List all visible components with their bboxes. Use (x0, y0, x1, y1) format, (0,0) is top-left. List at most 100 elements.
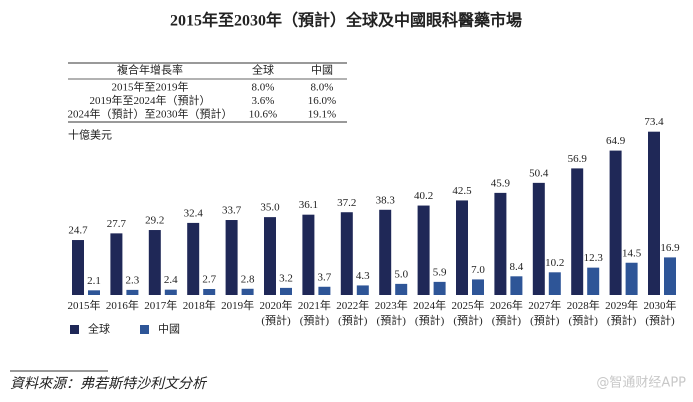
table-cell: 2024年（預計）至2030年（預計） (68, 107, 233, 121)
value-label: 50.4 (529, 167, 549, 179)
bar (88, 290, 100, 295)
unit-label: 十億美元 (68, 128, 112, 142)
x-tick-label: 2025年(預計) (452, 298, 485, 327)
bar (494, 192, 507, 295)
table-header: 全球 (252, 63, 274, 77)
value-label: 16.9 (660, 242, 680, 254)
x-tick-label: 2024年(預計) (413, 298, 446, 327)
value-label: 2.3 (126, 274, 140, 286)
x-tick-label: 2027年(預計) (528, 298, 561, 327)
x-tick-label: 2016年 (106, 298, 139, 312)
value-label: 5.9 (433, 266, 447, 278)
bar (356, 285, 369, 295)
table-cell: 2015年至2019年 (112, 80, 189, 94)
bar (456, 200, 468, 295)
x-tick-label: 2030年(預計) (644, 298, 677, 327)
value-label: 2.4 (164, 274, 178, 286)
bar (340, 212, 353, 295)
value-label: 5.0 (394, 268, 408, 280)
x-tick-label: 2022年(預計) (336, 298, 369, 327)
value-label: 37.2 (337, 197, 356, 209)
value-label: 3.2 (279, 272, 293, 284)
value-label: 14.5 (622, 247, 642, 259)
bar (72, 240, 84, 295)
x-tick-label: 2017年 (144, 298, 177, 312)
table-header: 中國 (311, 64, 333, 77)
table-cell: 19.1% (308, 109, 336, 121)
value-label: 2.1 (87, 275, 101, 287)
table-cell: 2019年至2024年（預計） (90, 93, 211, 107)
value-label: 7.0 (471, 264, 485, 276)
x-tick-label: 2020年(預計) (260, 298, 293, 327)
x-tick-label: 2023年(預計) (375, 298, 408, 327)
bar (110, 233, 123, 295)
value-label: 10.2 (545, 257, 564, 269)
table-cell: 16.0% (308, 95, 336, 107)
source: 資料來源：弗若斯特沙利文分析 (10, 376, 208, 392)
value-label: 64.9 (606, 135, 626, 147)
bar (395, 283, 408, 295)
bar (203, 288, 216, 295)
value-label: 42.5 (452, 185, 472, 197)
value-label: 40.2 (414, 190, 433, 202)
x-tick-label: 2018年 (183, 298, 216, 312)
bar (433, 281, 446, 295)
table-header: 複合年增長率 (117, 63, 183, 77)
value-label: 56.9 (568, 153, 588, 165)
value-label: 24.7 (68, 225, 88, 237)
value-label: 73.4 (644, 116, 664, 128)
x-tick-label: 2026年(預計) (490, 298, 523, 327)
value-label: 32.4 (184, 207, 204, 219)
value-label: 2.8 (241, 273, 255, 285)
value-label: 38.3 (376, 194, 396, 206)
legend-label: 全球 (88, 322, 110, 336)
value-label: 3.7 (318, 271, 332, 283)
bar (318, 286, 331, 295)
bar (302, 214, 315, 295)
bar (126, 289, 139, 295)
x-tick-label: 2028年(預計) (567, 298, 600, 327)
chart-title: 2015年至2030年（預計）全球及中國眼科醫藥市場 (170, 11, 522, 30)
value-label: 12.3 (584, 252, 604, 264)
bar (164, 289, 177, 295)
bar (187, 222, 200, 295)
bar (472, 279, 484, 295)
bar (532, 182, 545, 295)
x-tick-label: 2015年 (68, 298, 101, 312)
x-tick-label: 2029年(預計) (605, 298, 638, 327)
legend-label: 中國 (158, 323, 180, 336)
value-label: 35.0 (260, 202, 280, 214)
bar (609, 150, 622, 295)
value-label: 29.2 (145, 215, 164, 227)
value-label: 2.7 (202, 274, 216, 286)
bar (225, 220, 238, 295)
watermark: @智通财经APP (596, 376, 686, 391)
table-cell: 10.6% (249, 109, 277, 121)
bar (280, 287, 292, 295)
bar (148, 230, 161, 295)
bar (664, 257, 676, 295)
value-label: 27.7 (107, 218, 127, 230)
value-label: 36.1 (299, 199, 318, 211)
bar (648, 131, 660, 295)
value-label: 4.3 (356, 270, 370, 282)
value-label: 8.4 (510, 261, 524, 273)
bar (625, 262, 638, 295)
value-label: 33.7 (222, 205, 242, 217)
legend-swatch (70, 325, 79, 334)
table-cell: 3.6% (252, 95, 275, 107)
table-cell: 8.0% (252, 82, 275, 94)
bar (571, 168, 584, 295)
legend-swatch (140, 325, 149, 334)
bar (264, 217, 276, 295)
value-label: 45.9 (491, 177, 511, 189)
bar (241, 288, 254, 295)
x-tick-label: 2019年 (221, 298, 254, 312)
bar (587, 267, 600, 295)
bar (510, 276, 523, 295)
bar (548, 272, 561, 295)
table-cell: 8.0% (311, 82, 334, 94)
bar (379, 209, 392, 295)
bar (417, 205, 430, 295)
